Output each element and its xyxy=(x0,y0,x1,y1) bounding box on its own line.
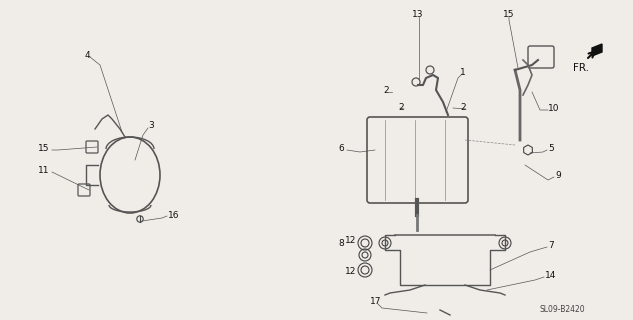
Text: 5: 5 xyxy=(548,143,554,153)
Text: 6: 6 xyxy=(338,143,344,153)
Text: 7: 7 xyxy=(548,241,554,250)
Text: 1: 1 xyxy=(460,68,466,76)
Text: 15: 15 xyxy=(503,10,515,19)
Text: 12: 12 xyxy=(345,236,356,244)
Text: 13: 13 xyxy=(412,10,423,19)
Text: 10: 10 xyxy=(548,103,560,113)
Text: 11: 11 xyxy=(38,165,49,174)
Text: 4: 4 xyxy=(85,51,91,60)
Text: FR.: FR. xyxy=(573,63,589,73)
Polygon shape xyxy=(592,44,602,56)
Text: 17: 17 xyxy=(370,298,382,307)
Text: 3: 3 xyxy=(148,121,154,130)
Text: 14: 14 xyxy=(545,270,556,279)
Text: 12: 12 xyxy=(345,268,356,276)
Text: 16: 16 xyxy=(168,211,180,220)
Text: 15: 15 xyxy=(38,143,49,153)
Text: 8: 8 xyxy=(338,238,344,247)
Text: 2: 2 xyxy=(460,102,466,111)
Text: 2: 2 xyxy=(398,102,404,111)
Text: SL09-B2420: SL09-B2420 xyxy=(540,306,586,315)
Text: 2: 2 xyxy=(383,85,389,94)
Text: 9: 9 xyxy=(555,171,561,180)
